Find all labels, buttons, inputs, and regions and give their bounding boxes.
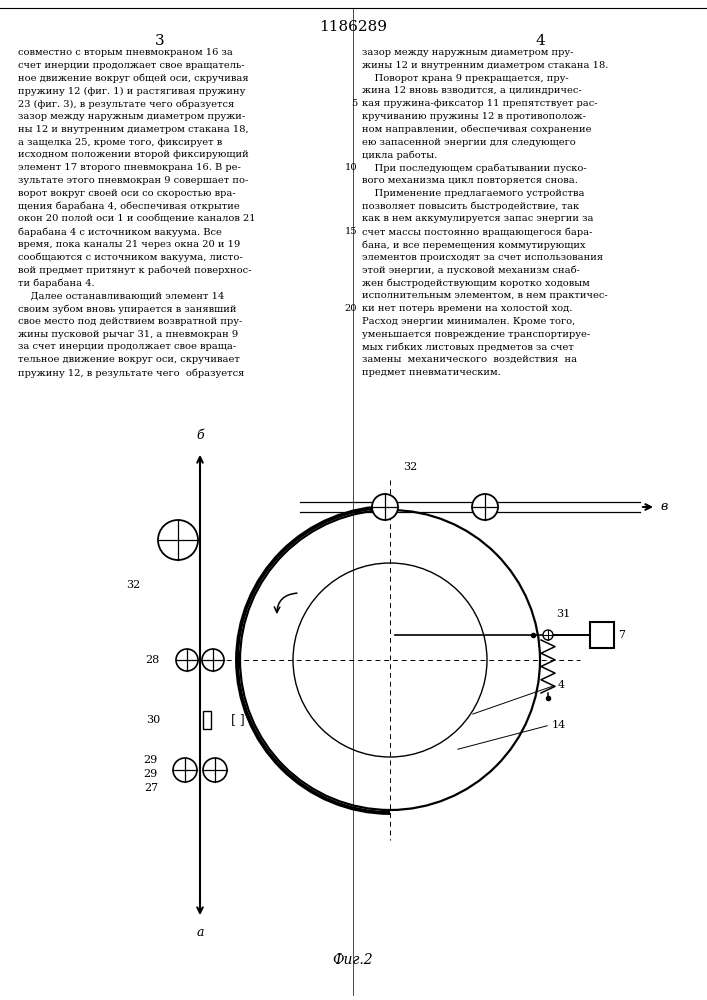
Text: цикла работы.: цикла работы. [362, 150, 437, 160]
Text: вого механизма цикл повторяется снова.: вого механизма цикл повторяется снова. [362, 176, 578, 185]
Text: этой энергии, а пусковой механизм снаб-: этой энергии, а пусковой механизм снаб- [362, 266, 580, 275]
Text: ном направлении, обеспечивая сохранение: ном направлении, обеспечивая сохранение [362, 125, 592, 134]
Text: 31: 31 [556, 609, 571, 619]
Text: ею запасенной энергии для следующего: ею запасенной энергии для следующего [362, 138, 575, 147]
Text: 32: 32 [403, 462, 417, 472]
Text: жен быстродействующим коротко ходовым: жен быстродействующим коротко ходовым [362, 278, 590, 288]
Text: ворот вокруг своей оси со скоростью вра-: ворот вокруг своей оси со скоростью вра- [18, 189, 235, 198]
Text: уменьшается повреждение транспортируе-: уменьшается повреждение транспортируе- [362, 330, 590, 339]
Text: 23 (фиг. 3), в результате чего образуется: 23 (фиг. 3), в результате чего образуетс… [18, 99, 234, 109]
Text: 5: 5 [351, 99, 357, 108]
Text: 3: 3 [156, 34, 165, 48]
Text: ки нет потерь времени на холостой ход.: ки нет потерь времени на холостой ход. [362, 304, 573, 313]
Text: щения барабана 4, обеспечивая открытие: щения барабана 4, обеспечивая открытие [18, 202, 240, 211]
Text: элемент 17 второго пневмокрана 16. В ре-: элемент 17 второго пневмокрана 16. В ре- [18, 163, 241, 172]
Text: При последующем срабатывании пуско-: При последующем срабатывании пуско- [362, 163, 587, 173]
Text: а защелка 25, кроме того, фиксирует в: а защелка 25, кроме того, фиксирует в [18, 138, 222, 147]
Text: счет инерции продолжает свое вращатель-: счет инерции продолжает свое вращатель- [18, 61, 245, 70]
Text: 28: 28 [146, 655, 160, 665]
Text: 14: 14 [552, 720, 566, 730]
Text: жина 12 вновь взводится, а цилиндричес-: жина 12 вновь взводится, а цилиндричес- [362, 86, 582, 95]
Text: Применение предлагаемого устройства: Применение предлагаемого устройства [362, 189, 585, 198]
Circle shape [543, 630, 553, 640]
Text: за счет инерции продолжает свое враща-: за счет инерции продолжает свое враща- [18, 342, 236, 351]
Text: Поворот крана 9 прекращается, пру-: Поворот крана 9 прекращается, пру- [362, 74, 568, 83]
Text: 4: 4 [558, 680, 565, 690]
Circle shape [176, 649, 198, 671]
Text: 15: 15 [344, 227, 357, 236]
Text: 29: 29 [144, 769, 158, 779]
Text: 1186289: 1186289 [319, 20, 387, 34]
Text: 7: 7 [618, 630, 625, 640]
Text: 20: 20 [344, 304, 357, 313]
Text: Далее останавливающий элемент 14: Далее останавливающий элемент 14 [18, 291, 224, 300]
Circle shape [202, 649, 224, 671]
Text: 4: 4 [535, 34, 545, 48]
Text: кая пружина-фиксатор 11 препятствует рас-: кая пружина-фиксатор 11 препятствует рас… [362, 99, 597, 108]
Text: своим зубом вновь упирается в занявший: своим зубом вновь упирается в занявший [18, 304, 237, 314]
Text: 30: 30 [146, 715, 160, 725]
Text: бана, и все перемещения коммутирующих: бана, и все перемещения коммутирующих [362, 240, 585, 249]
Circle shape [203, 758, 227, 782]
Text: предмет пневматическим.: предмет пневматическим. [362, 368, 501, 377]
Text: жины пусковой рычаг 31, а пневмокран 9: жины пусковой рычаг 31, а пневмокран 9 [18, 330, 238, 339]
Circle shape [372, 494, 398, 520]
Text: кручиванию пружины 12 в противополож-: кручиванию пружины 12 в противополож- [362, 112, 586, 121]
Text: позволяет повысить быстродействие, так: позволяет повысить быстродействие, так [362, 202, 579, 211]
Text: сообщаются с источником вакуума, листо-: сообщаются с источником вакуума, листо- [18, 253, 243, 262]
Text: свое место под действием возвратной пру-: свое место под действием возвратной пру- [18, 317, 243, 326]
Text: Расход энергии минимален. Кроме того,: Расход энергии минимален. Кроме того, [362, 317, 575, 326]
Text: время, пока каналы 21 через окна 20 и 19: время, пока каналы 21 через окна 20 и 19 [18, 240, 240, 249]
Text: ны 12 и внутренним диаметром стакана 18,: ны 12 и внутренним диаметром стакана 18, [18, 125, 249, 134]
Text: пружину 12, в результате чего  образуется: пружину 12, в результате чего образуется [18, 368, 245, 377]
Bar [203, 711, 211, 729]
Text: 10: 10 [344, 163, 357, 172]
Text: счет массы постоянно вращающегося бара-: счет массы постоянно вращающегося бара- [362, 227, 592, 237]
Text: 32: 32 [126, 580, 140, 590]
Text: ти барабана 4.: ти барабана 4. [18, 278, 95, 288]
Text: а: а [197, 926, 204, 939]
Text: зазор между наружным диаметром пружи-: зазор между наружным диаметром пружи- [18, 112, 245, 121]
Text: окон 20 полой оси 1 и сообщение каналов 21: окон 20 полой оси 1 и сообщение каналов … [18, 214, 256, 223]
Text: б: б [196, 429, 204, 442]
Text: как в нем аккумулируется запас энергии за: как в нем аккумулируется запас энергии з… [362, 214, 593, 223]
Text: барабана 4 с источником вакуума. Все: барабана 4 с источником вакуума. Все [18, 227, 222, 237]
Text: ное движение вокруг общей оси, скручивая: ное движение вокруг общей оси, скручивая [18, 74, 249, 83]
Circle shape [472, 494, 498, 520]
Text: 27: 27 [144, 783, 158, 793]
Text: жины 12 и внутренним диаметром стакана 18.: жины 12 и внутренним диаметром стакана 1… [362, 61, 609, 70]
Text: зазор между наружным диаметром пру-: зазор между наружным диаметром пру- [362, 48, 573, 57]
Text: вой предмет притянут к рабочей поверхнос-: вой предмет притянут к рабочей поверхнос… [18, 266, 252, 275]
Text: замены  механического  воздействия  на: замены механического воздействия на [362, 355, 577, 364]
Text: [ ]: [ ] [231, 714, 245, 726]
Text: исходном положении второй фиксирующий: исходном положении второй фиксирующий [18, 150, 249, 159]
Text: зультате этого пневмокран 9 совершает по-: зультате этого пневмокран 9 совершает по… [18, 176, 248, 185]
Bar [590, 622, 614, 648]
Circle shape [158, 520, 198, 560]
Text: Фиг.2: Фиг.2 [333, 953, 373, 967]
Text: пружину 12 (фиг. 1) и растягивая пружину: пружину 12 (фиг. 1) и растягивая пружину [18, 86, 245, 96]
Circle shape [173, 758, 197, 782]
Text: мых гибких листовых предметов за счет: мых гибких листовых предметов за счет [362, 342, 574, 352]
Text: исполнительным элементом, в нем практичес-: исполнительным элементом, в нем практиче… [362, 291, 608, 300]
Text: элементов происходят за счет использования: элементов происходят за счет использован… [362, 253, 603, 262]
Text: тельное движение вокруг оси, скручивает: тельное движение вокруг оси, скручивает [18, 355, 240, 364]
Text: совместно с вторым пневмокраном 16 за: совместно с вторым пневмокраном 16 за [18, 48, 233, 57]
Text: в: в [660, 500, 667, 514]
Text: 29: 29 [144, 755, 158, 765]
